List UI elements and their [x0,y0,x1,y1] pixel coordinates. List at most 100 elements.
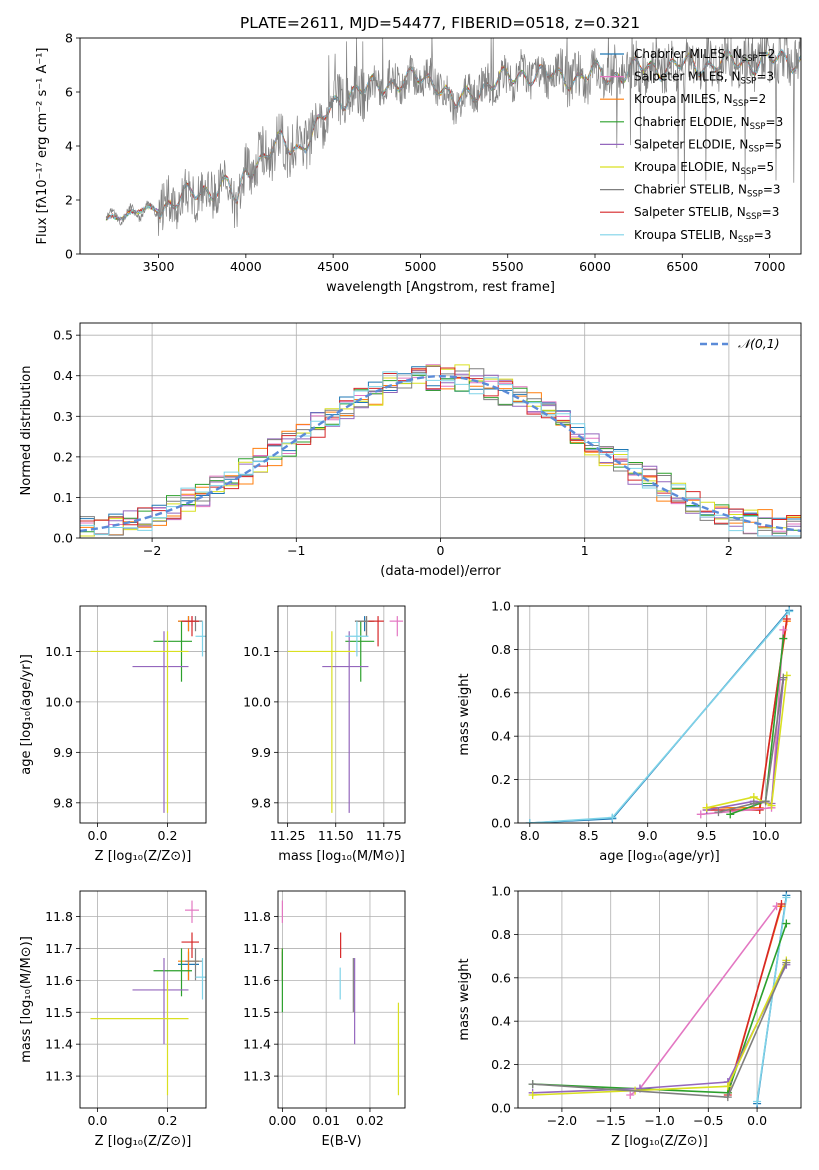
weight-marker-kroupa_elodie [528,1090,537,1099]
mass-vs-ebv-plot-area [281,900,400,1096]
spectrum-ylabel: Flux [fλ10⁻¹⁷ erg cm⁻² s⁻¹ A⁻¹] [35,48,50,245]
weight-vs-Z-ytick-label: 1.0 [491,884,511,899]
weight-vs-age-xtick-label: 9.5 [697,828,717,843]
mass-vs-Z-xlabel: Z [log₁₀(Z/Z⊙)] [95,1134,192,1149]
age-vs-mass-xtick-label: 11.75 [366,828,402,843]
weight-vs-age-ytick-label: 0.2 [491,772,511,787]
residuals-ytick-label: 0.0 [53,531,73,546]
legend-label-salpeter_stelib: Salpeter STELIB, NSSP=3 [634,205,779,222]
weight-marker-chabrier_stelib [779,673,788,682]
spectrum-xtick-label: 6500 [666,259,698,274]
legend-label-kroupa_elodie: Kroupa ELODIE, NSSP=5 [634,160,774,177]
weight-vs-Z-ytick-label: 0.8 [491,927,511,942]
spectrum-legend: Chabrier MILES, NSSP=2 Salpeter MILES, NS… [600,47,783,245]
legend-label-kroupa_miles: Kroupa MILES, NSSP=2 [634,92,766,109]
spectrum-ytick-label: 6 [65,85,73,100]
weight-vs-age-panel: 8.0 8.5 9.0 9.5 10.0 0.0 0.2 0.4 0.6 0.8 1.0 age [l… [457,599,802,864]
age-vs-Z-panel: 0.0 0.2 9.8 9.9 10.0 10.1 Z [log₁₀(Z/Z⊙)] age [… [19,605,207,864]
age-vs-Z-frame [79,605,207,824]
mass-vs-ebv-xtick-label: 0.01 [312,1113,340,1128]
age-vs-mass-xtick-label: 11.25 [270,828,306,843]
weight-vs-Z-ylabel: mass weight [457,958,472,1040]
age-vs-Z-ylabel: age [log₁₀(age/yr)] [19,654,34,775]
spectrum-xtick-label: 3500 [143,259,175,274]
spectrum-xtick-label: 4500 [317,259,349,274]
weight-marker-kroupa_elodie [767,801,776,810]
age-vs-Z-ytick-label: 9.9 [53,745,73,760]
legend-label-salpeter_elodie: Salpeter ELODIE, NSSP=5 [634,137,782,154]
mass-vs-Z-xtick-label: 0.0 [88,1113,108,1128]
weight-marker-kroupa_stelib [525,819,534,823]
histogram-salpeter_stelib [80,367,801,528]
spectrum-xtick-label: 6000 [579,259,611,274]
residuals-panel: 𝒩(0,1) −2 −1 0 1 2 0.0 0.1 0.2 0.3 0.4 0.5 (data-mod… [19,322,802,579]
mass-vs-Z-plot-area [90,900,206,1096]
weight-marker-kroupa_stelib [753,1097,762,1106]
age-vs-mass-xtick-label: 11.50 [318,828,354,843]
residuals-xtick-label: 1 [581,543,589,558]
mass-vs-ebv-ytick-label: 11.5 [243,1005,271,1020]
weight-marker-salpeter_stelib [777,900,786,909]
mass-vs-ebv-xtick-label: 0.02 [356,1113,384,1128]
weight-vs-age-ytick-label: 0.4 [491,729,511,744]
mass-vs-Z-xtick-label: 0.2 [158,1113,178,1128]
spectrum-xtick-label: 5500 [492,259,524,274]
legend-label-normal: 𝒩(0,1) [738,336,780,351]
residuals-ytick-label: 0.5 [53,328,73,343]
legend-label-chabrier_stelib: Chabrier STELIB, NSSP=3 [634,183,781,200]
weight-marker-salpeter_miles [779,625,788,634]
weight-vs-age-xtick-label: 9.0 [638,828,658,843]
weight-vs-Z-xtick-label: −2.0 [547,1113,577,1128]
age-vs-Z-xtick-label: 0.0 [88,828,108,843]
weight-marker-kroupa_stelib [608,813,617,822]
legend-label-chabrier_miles: Chabrier MILES, NSSP=2 [634,47,775,64]
mass-vs-Z-ytick-label: 11.7 [45,941,73,956]
spectrum-title: PLATE=2611, MJD=54477, FIBERID=0518, z=0… [240,14,640,32]
mass-vs-ebv-grid [278,891,405,1108]
weight-marker-salpeter_miles [696,810,705,819]
weight-vs-Z-ytick-label: 0.6 [491,970,511,985]
residuals-plot-area [80,364,801,537]
mass-vs-Z-ytick-label: 11.5 [45,1005,73,1020]
weight-vs-Z-xtick-label: −1.5 [596,1113,626,1128]
residuals-legend: 𝒩(0,1) [700,336,780,351]
weight-vs-Z-plot-area [528,891,791,1108]
weight-vs-age-ylabel: mass weight [457,673,472,755]
weight-vs-age-ytick-label: 1.0 [491,599,511,614]
age-vs-Z-xtick-label: 0.2 [158,828,178,843]
spectrum-ytick-label: 4 [65,139,73,154]
weight-vs-Z-xlabel: Z [log₁₀(Z/Z⊙)] [611,1134,708,1149]
data-spectrum-line [105,38,801,236]
age-vs-Z-ytick-label: 10.1 [45,644,73,659]
age-vs-Z-xlabel: Z [log₁₀(Z/Z⊙)] [95,849,192,864]
legend-label-chabrier_elodie: Chabrier ELODIE, NSSP=3 [634,115,783,132]
weight-marker-chabrier_elodie [726,810,735,819]
age-vs-Z-ytick-label: 10.0 [45,694,73,709]
age-vs-mass-panel: 11.25 11.50 11.75 9.8 9.9 10.0 10.1 mass [log₁₀… [243,605,406,864]
weight-marker-kroupa_elodie [723,1082,732,1091]
weight-vs-age-xtick-label: 8.5 [579,828,599,843]
residuals-ylabel: Normed distribution [19,366,34,496]
age-vs-Z-ytick-label: 9.8 [53,795,73,810]
weight-vs-age-ytick-label: 0.8 [491,642,511,657]
weight-marker-chabrier_stelib [714,808,723,817]
weight-vs-Z-xtick-label: −1.0 [644,1113,674,1128]
spectrum-ytick-label: 2 [65,193,73,208]
weight-vs-Z-ytick-label: 0.2 [491,1057,511,1072]
weight-marker-kroupa_stelib [785,607,794,616]
weight-marker-chabrier_elodie [779,634,788,643]
weight-vs-age-ytick-label: 0.6 [491,685,511,700]
weight-marker-kroupa_elodie [702,803,711,812]
weight-marker-salpeter_miles [626,1090,635,1099]
legend-label-kroupa_stelib: Kroupa STELIB, NSSP=3 [634,228,772,245]
spectrum-panel: Chabrier MILES, NSSP=2 Salpeter MILES, NS… [35,31,802,295]
age-vs-mass-frame [277,605,406,824]
mass-vs-Z-ytick-label: 11.8 [45,909,73,924]
mass-vs-Z-ytick-label: 11.3 [45,1069,73,1084]
spectrum-xtick-label: 7000 [754,259,786,274]
residuals-ytick-label: 0.1 [53,490,73,505]
histogram-kroupa_stelib [80,371,801,537]
weight-marker-chabrier_stelib [782,958,791,967]
